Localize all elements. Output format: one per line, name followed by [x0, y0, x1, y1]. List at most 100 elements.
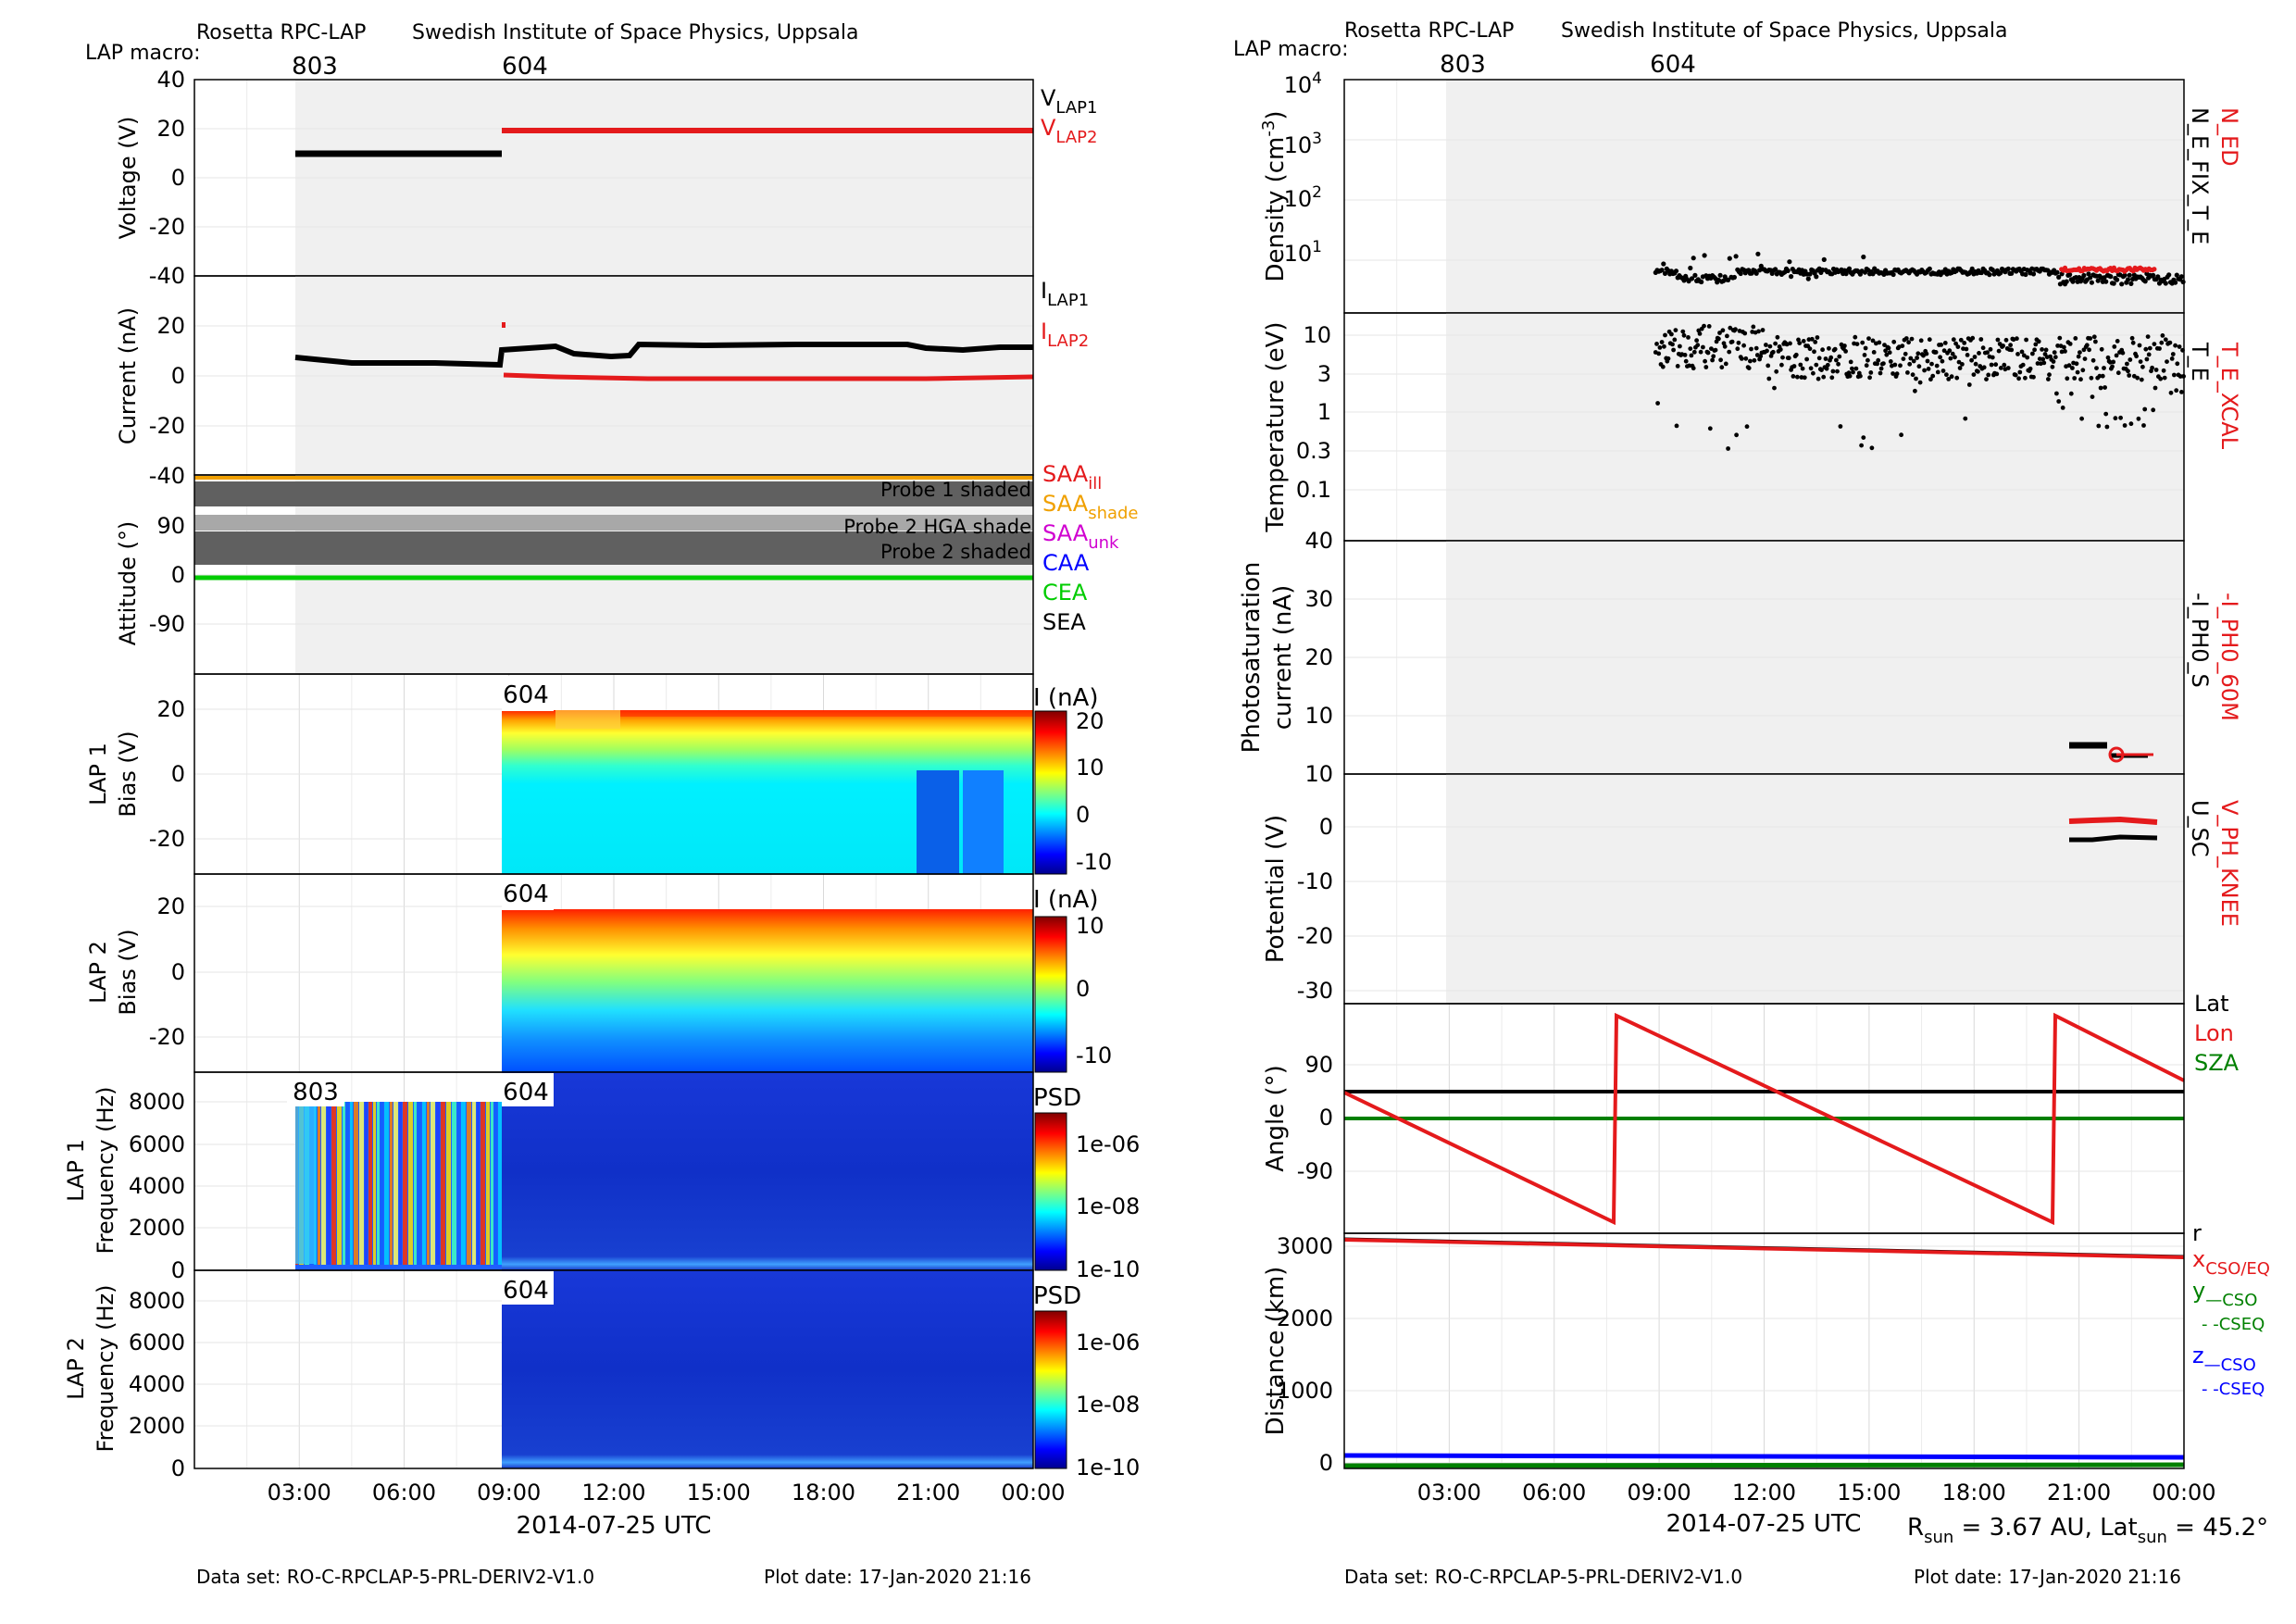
temperature-dot — [2141, 423, 2146, 428]
lap2-bias-ylabel1: LAP 2 — [85, 941, 111, 1004]
density-dot — [1731, 274, 1737, 281]
probe1-shaded-label: Probe 1 shaded — [880, 479, 1031, 501]
temperature-dot — [1973, 361, 1978, 367]
density-dot — [2089, 280, 2094, 285]
temperature-dot — [1949, 374, 1954, 380]
temperature-dot — [1672, 337, 1678, 343]
temperature-dot — [1854, 342, 1860, 346]
temperature-dot — [2079, 416, 2085, 421]
temperature-dot — [2103, 411, 2109, 417]
temperature-dot — [1680, 329, 1686, 334]
temperature-dot — [1911, 358, 1916, 364]
temperature-dot — [1953, 355, 1957, 360]
temperature-dot — [2054, 391, 2059, 396]
temperature-dot — [1766, 363, 1771, 369]
right-time-tick-label: 12:00 — [1732, 1480, 1796, 1505]
lap1-freq-ytick-6000: 6000 — [129, 1131, 185, 1157]
density-dot — [2128, 281, 2134, 286]
temperature-dot — [1734, 432, 1739, 438]
spectrogram-stripe — [343, 1102, 345, 1265]
temperature-dot — [1748, 358, 1753, 364]
temperature-dot — [1913, 388, 1917, 394]
temperature-dot — [1739, 356, 1744, 361]
density-dot — [1785, 268, 1791, 273]
temperature-dot — [2078, 377, 2083, 382]
temperature-dot — [1813, 340, 1818, 344]
temperature-dot — [1948, 356, 1953, 361]
left-time-tick-label: 21:00 — [896, 1480, 960, 1505]
temperature-dot — [2179, 390, 2184, 394]
temperature-dot — [2153, 368, 2159, 372]
temperature-dot — [2111, 359, 2116, 365]
density-dot — [1717, 272, 1723, 278]
temperature-dot — [2063, 349, 2067, 354]
density-ytick-1e4: 104 — [1284, 69, 1322, 98]
temperature-dot — [1892, 362, 1898, 368]
temperature-dot — [2113, 416, 2118, 421]
lap1-freq-panel: 803 604 LAP 1 Frequency (Hz) 8000 6000 4… — [63, 1071, 1140, 1283]
distance-legend-y-cseq: - -CSEQ — [2202, 1315, 2265, 1334]
temperature-dot — [1689, 353, 1694, 358]
temperature-dot — [1816, 356, 1822, 361]
lap1-freq-ytick-4000: 4000 — [129, 1173, 185, 1199]
photosat-legend-s: -I_PH0_S — [2187, 593, 2213, 688]
temperature-dot — [1944, 372, 1949, 378]
lap2-bias-spectrogram — [502, 909, 1033, 1072]
temperature-legend-xcal: T_E_XCAL — [2216, 342, 2242, 450]
temperature-dot — [1767, 344, 1773, 349]
temperature-dot — [1928, 377, 1933, 382]
temperature-dot — [2172, 372, 2177, 378]
temperature-dot — [1802, 375, 1807, 381]
temperature-dot — [1791, 364, 1797, 369]
temperature-dot — [1850, 366, 1854, 371]
density-dot — [1661, 261, 1666, 267]
lap2-bias-cbar-10: 10 — [1076, 913, 1104, 939]
stripe-edge — [295, 1106, 316, 1264]
temperature-dot — [1927, 337, 1932, 343]
temperature-dot — [1901, 356, 1906, 361]
temperature-dot — [1958, 337, 1964, 343]
spectrogram-stripe — [446, 1102, 451, 1265]
temperature-dot — [1909, 336, 1915, 342]
voltage-ytick-m40: -40 — [149, 263, 185, 289]
temperature-dot — [1807, 346, 1813, 352]
temperature-dot — [1866, 357, 1870, 363]
temperature-dot — [1977, 351, 1981, 356]
distance-ytick-3000: 3000 — [1277, 1233, 1333, 1259]
spectrogram-stripe — [441, 1102, 445, 1265]
voltage-ytick-0: 0 — [171, 165, 185, 191]
angle-ylabel: Angle (°) — [1262, 1065, 1290, 1172]
current-legend-ilap2: ILAP2 — [1041, 319, 1089, 351]
right-time-tick-label: 06:00 — [1522, 1480, 1586, 1505]
temperature-dot — [1753, 345, 1759, 351]
angle-legend-lon: Lon — [2194, 1020, 2234, 1046]
current-ytick-20: 20 — [156, 313, 185, 339]
temperature-dot — [2052, 350, 2057, 355]
temperature-dot — [2051, 359, 2056, 364]
density-dot — [2166, 272, 2172, 278]
temperature-dot — [2103, 385, 2108, 390]
temperature-dot — [2046, 377, 2051, 381]
temperature-dot — [1998, 366, 2003, 370]
temperature-dot — [1966, 382, 1972, 387]
lap1-freq-spectrogram-803 — [295, 1102, 503, 1270]
temperature-dot — [1774, 369, 1779, 374]
lap2-freq-panel: 604 LAP 2 Frequency (Hz) 8000 6000 4000 … — [63, 1269, 1140, 1481]
temperature-dot — [1951, 337, 1956, 343]
density-dot — [1814, 274, 1819, 280]
spectrogram-stripe — [354, 1102, 358, 1265]
lap1-bias-cbar-m10: -10 — [1076, 849, 1112, 875]
temperature-dot — [2078, 350, 2082, 355]
spectrogram-stripe — [368, 1102, 372, 1265]
temperature-dot — [2110, 364, 2115, 369]
temperature-dot — [2097, 373, 2103, 379]
temperature-dot — [2100, 373, 2105, 379]
left-dataset: Data set: RO-C-RPCLAP-5-PRL-DERIV2-V1.0 — [196, 1566, 594, 1588]
angle-ytick-0: 0 — [1319, 1105, 1333, 1131]
distance-legend-y: y—CSO — [2192, 1278, 2257, 1310]
temperature-dot — [1691, 349, 1697, 355]
temperature-dot — [1914, 376, 1918, 381]
density-dot — [2174, 272, 2179, 278]
temperature-dot — [1842, 344, 1847, 348]
temperature-dot — [1930, 373, 1936, 379]
